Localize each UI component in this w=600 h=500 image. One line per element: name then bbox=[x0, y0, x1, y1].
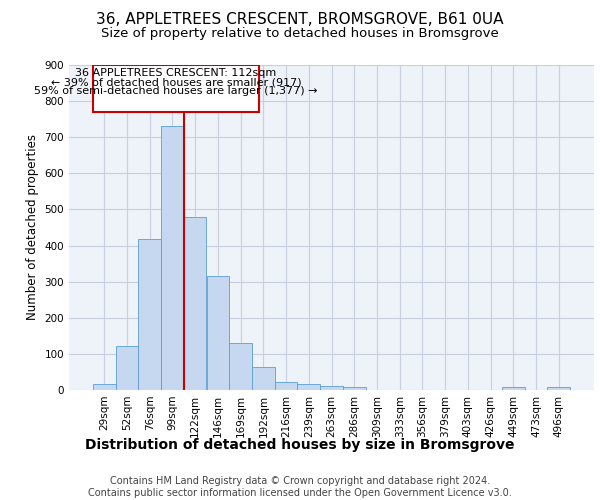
Bar bbox=[298, 384, 320, 390]
Bar bbox=[252, 366, 275, 390]
Bar bbox=[343, 387, 365, 390]
Bar bbox=[206, 276, 229, 390]
Text: 59% of semi-detached houses are larger (1,377) →: 59% of semi-detached houses are larger (… bbox=[34, 86, 317, 97]
Bar bbox=[184, 216, 206, 390]
Bar bbox=[502, 387, 524, 390]
Bar bbox=[547, 387, 570, 390]
Bar bbox=[275, 382, 298, 390]
Text: Size of property relative to detached houses in Bromsgrove: Size of property relative to detached ho… bbox=[101, 28, 499, 40]
Text: ← 39% of detached houses are smaller (917): ← 39% of detached houses are smaller (91… bbox=[50, 78, 301, 88]
Bar bbox=[161, 126, 184, 390]
Text: Distribution of detached houses by size in Bromsgrove: Distribution of detached houses by size … bbox=[85, 438, 515, 452]
Bar bbox=[320, 386, 343, 390]
Y-axis label: Number of detached properties: Number of detached properties bbox=[26, 134, 39, 320]
Text: 36 APPLETREES CRESCENT: 112sqm: 36 APPLETREES CRESCENT: 112sqm bbox=[75, 68, 277, 78]
Bar bbox=[139, 239, 161, 390]
Bar bbox=[229, 343, 252, 390]
Text: Contains HM Land Registry data © Crown copyright and database right 2024.
Contai: Contains HM Land Registry data © Crown c… bbox=[88, 476, 512, 498]
Bar bbox=[116, 346, 139, 390]
Text: 36, APPLETREES CRESCENT, BROMSGROVE, B61 0UA: 36, APPLETREES CRESCENT, BROMSGROVE, B61… bbox=[96, 12, 504, 28]
Bar bbox=[93, 384, 116, 390]
Bar bbox=[93, 65, 259, 112]
